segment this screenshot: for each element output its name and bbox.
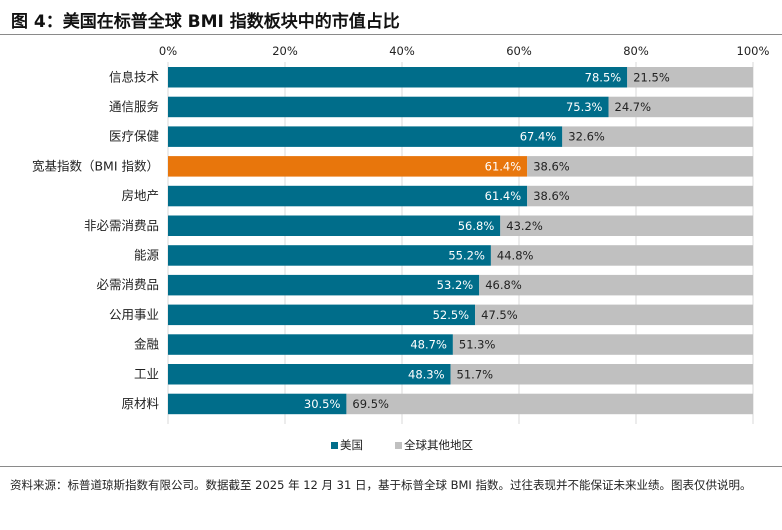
data-label-rest: 38.6%	[533, 189, 570, 203]
data-label-rest: 47.5%	[481, 308, 518, 322]
bar-chart: 0% 20% 40% 60% 80% 100% 信息技术 78.5% 21.5% 通信服务 75.3…	[32, 44, 770, 452]
data-label-us: 61.4%	[485, 159, 522, 173]
data-label-rest: 21.5%	[633, 70, 670, 84]
bar-rest	[452, 334, 753, 355]
legend-label-rest: 全球其他地区	[404, 438, 473, 452]
bar-rest	[608, 96, 753, 118]
bar-us	[168, 245, 491, 266]
bar-rest	[500, 215, 753, 236]
bar-rest	[479, 274, 753, 296]
data-label-us: 52.5%	[433, 308, 470, 322]
bar-us	[168, 96, 609, 118]
data-label-us: 61.4%	[485, 189, 522, 203]
data-label-us: 48.7%	[410, 338, 447, 352]
source-divider	[0, 466, 782, 467]
legend-swatch-rest	[395, 442, 402, 449]
data-label-rest: 69.5%	[352, 397, 389, 411]
bar-us	[168, 67, 628, 88]
chart-title: 图 4：美国在标普全球 BMI 指数板块中的市值占比	[11, 12, 400, 32]
category-label: 信息技术	[109, 69, 160, 84]
data-label-us: 67.4%	[520, 130, 557, 144]
bar-rest	[527, 156, 753, 177]
x-tick-label: 40%	[389, 44, 415, 58]
data-label-us: 75.3%	[566, 100, 603, 114]
bar-rest	[490, 245, 753, 266]
x-tick-label: 100%	[737, 44, 770, 58]
bar-rest	[450, 364, 753, 385]
data-label-us: 48.3%	[408, 367, 445, 381]
data-label-rest: 32.6%	[568, 130, 605, 144]
bar-us	[168, 156, 528, 177]
category-label: 金融	[134, 337, 160, 352]
category-label: 能源	[134, 247, 160, 262]
data-label-rest: 24.7%	[615, 100, 652, 114]
legend-swatch-us	[331, 442, 338, 449]
x-tick-label: 60%	[506, 44, 532, 58]
data-label-us: 53.2%	[437, 278, 474, 292]
category-label: 宽基指数（BMI 指数）	[32, 158, 159, 173]
x-tick-label: 0%	[159, 44, 177, 58]
bar-rest	[562, 126, 753, 147]
bar-us	[168, 364, 451, 385]
data-label-rest: 43.2%	[506, 219, 543, 233]
category-label: 必需消费品	[96, 277, 159, 292]
category-label: 医疗保健	[109, 129, 160, 144]
data-label-rest: 44.8%	[497, 248, 534, 262]
title-divider	[0, 34, 782, 35]
bar-us	[168, 274, 480, 296]
bar-rest	[475, 304, 753, 326]
bar-us	[168, 393, 347, 415]
source-note: 资料来源：标普道琼斯指数有限公司。数据截至 2025 年 12 月 31 日，基…	[10, 478, 752, 492]
data-label-us: 56.8%	[458, 219, 495, 233]
category-label: 非必需消费品	[84, 218, 159, 233]
category-label: 原材料	[121, 396, 159, 411]
bar-us	[168, 126, 563, 147]
x-tick-label: 20%	[272, 44, 298, 58]
category-label: 公用事业	[109, 307, 159, 322]
data-label-rest: 51.3%	[459, 338, 496, 352]
bar-rest	[527, 185, 753, 207]
bar-us	[168, 334, 453, 355]
bar-us	[168, 304, 476, 326]
bar-rest	[627, 67, 753, 88]
category-label: 通信服务	[109, 99, 159, 114]
data-label-us: 55.2%	[448, 248, 485, 262]
bar-us	[168, 215, 501, 236]
x-tick-label: 80%	[623, 44, 649, 58]
legend-label-us: 美国	[340, 438, 363, 452]
data-label-us: 30.5%	[304, 397, 341, 411]
data-label-us: 78.5%	[585, 70, 622, 84]
bar-us	[168, 185, 528, 207]
data-label-rest: 38.6%	[533, 159, 570, 173]
category-label: 工业	[134, 366, 159, 381]
bar-rest	[346, 393, 753, 415]
category-label: 房地产	[121, 188, 159, 203]
data-label-rest: 51.7%	[457, 367, 494, 381]
data-label-rest: 46.8%	[485, 278, 522, 292]
